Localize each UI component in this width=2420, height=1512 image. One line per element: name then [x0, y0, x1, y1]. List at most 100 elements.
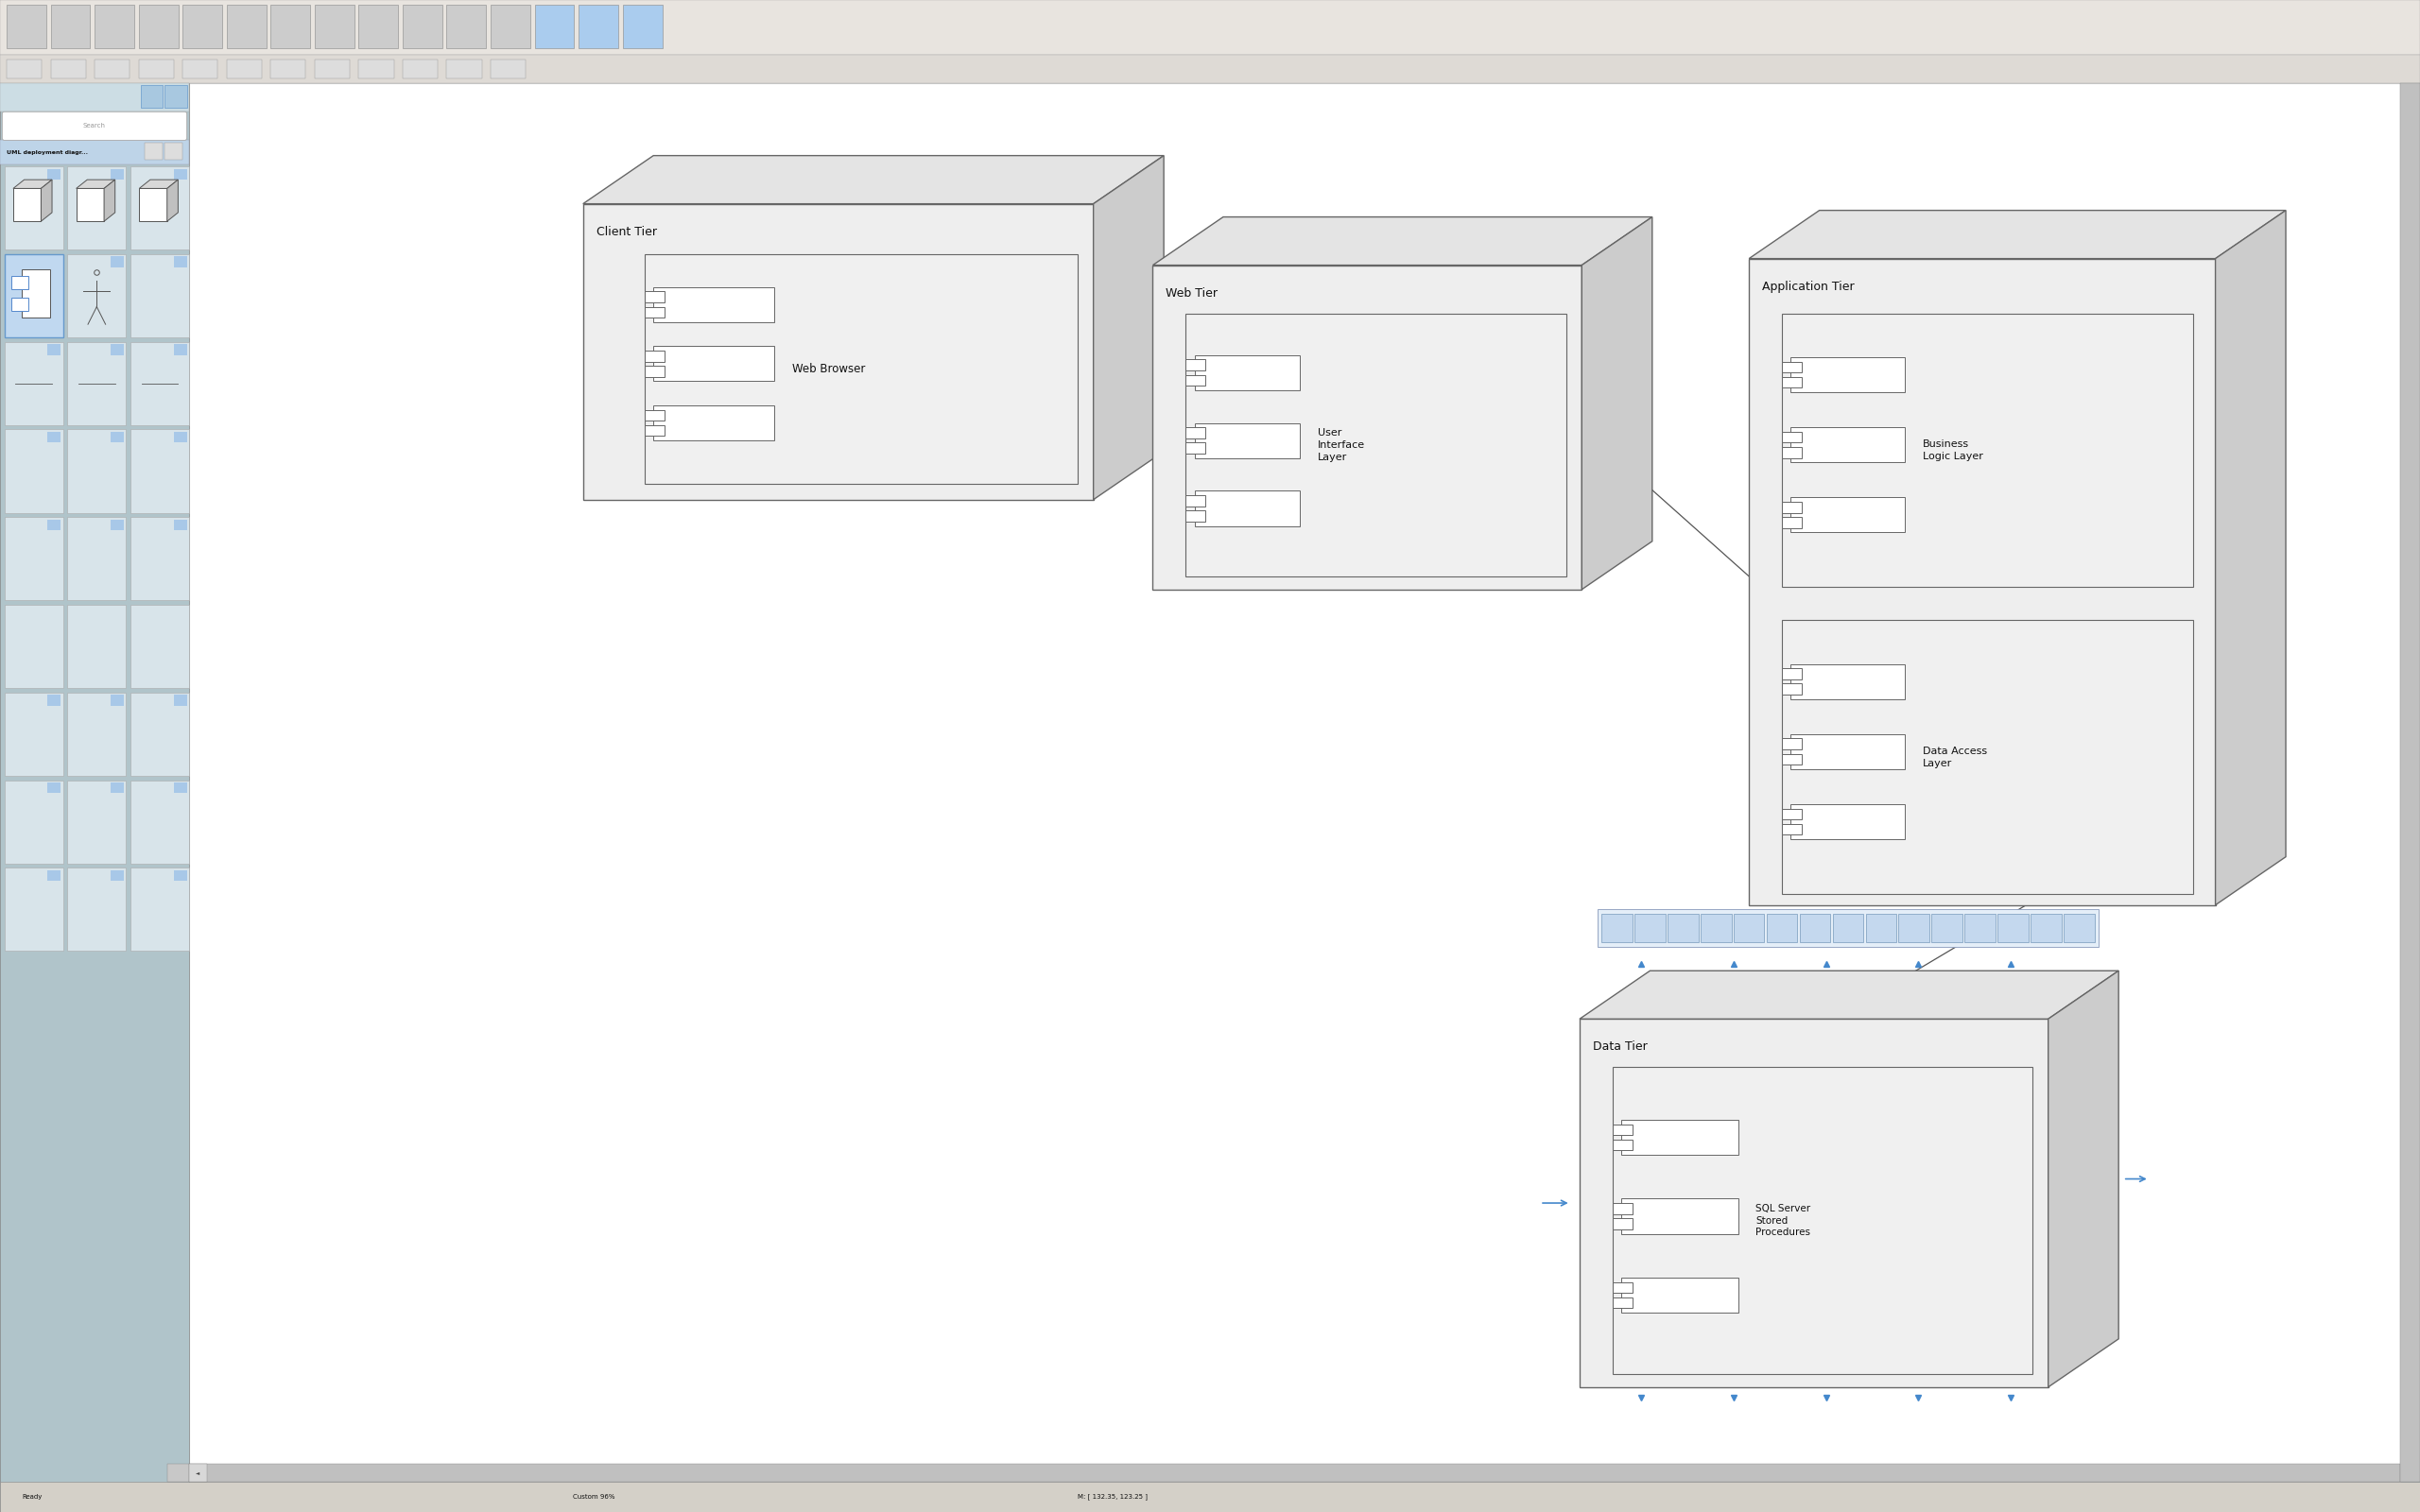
Text: Application Tier: Application Tier: [1762, 281, 1854, 293]
Bar: [94, 5, 133, 48]
Bar: [68, 342, 126, 425]
Bar: [94, 59, 131, 79]
Bar: [644, 292, 666, 302]
Bar: [1186, 313, 1566, 576]
Text: ◄: ◄: [196, 1470, 201, 1474]
Bar: [2030, 913, 2062, 942]
Polygon shape: [1583, 216, 1653, 590]
Polygon shape: [1094, 156, 1164, 499]
Bar: [111, 169, 123, 180]
Bar: [12, 189, 41, 221]
Bar: [1781, 738, 1803, 750]
Bar: [1621, 1120, 1738, 1155]
Bar: [1667, 913, 1699, 942]
Bar: [5, 605, 63, 688]
Polygon shape: [1750, 210, 2287, 259]
Bar: [1781, 313, 2193, 587]
Bar: [1931, 913, 1963, 942]
Text: Data Access
Layer: Data Access Layer: [1924, 747, 1987, 768]
Bar: [165, 142, 182, 160]
Bar: [1195, 491, 1300, 526]
Bar: [5, 342, 63, 425]
Bar: [1781, 432, 1803, 443]
Bar: [174, 169, 186, 180]
Text: Web Browser: Web Browser: [791, 363, 864, 375]
Bar: [1186, 496, 1205, 507]
Bar: [5, 254, 63, 337]
Bar: [358, 5, 399, 48]
Bar: [1791, 664, 1905, 699]
Bar: [111, 519, 123, 531]
Bar: [22, 269, 51, 318]
Bar: [68, 868, 126, 951]
Bar: [1195, 423, 1300, 458]
Bar: [48, 345, 60, 355]
Bar: [583, 204, 1094, 499]
Bar: [174, 432, 186, 443]
Bar: [0, 141, 189, 165]
Polygon shape: [2047, 971, 2118, 1387]
Bar: [131, 166, 189, 249]
Bar: [653, 405, 774, 440]
Bar: [1612, 1297, 1634, 1308]
Bar: [1186, 360, 1205, 370]
Bar: [315, 5, 353, 48]
Bar: [131, 517, 189, 600]
Bar: [1791, 428, 1905, 463]
Bar: [1900, 913, 1929, 942]
Polygon shape: [41, 180, 51, 221]
Bar: [644, 425, 666, 435]
Bar: [131, 429, 189, 513]
Bar: [138, 5, 179, 48]
Bar: [1781, 448, 1803, 458]
Bar: [174, 345, 186, 355]
Text: User
Interface
Layer: User Interface Layer: [1319, 428, 1365, 461]
Bar: [51, 5, 90, 48]
Bar: [448, 59, 482, 79]
Bar: [131, 254, 189, 337]
Bar: [68, 429, 126, 513]
Bar: [1781, 361, 1803, 372]
Bar: [1866, 913, 1897, 942]
Bar: [48, 869, 60, 881]
Bar: [1612, 1282, 1634, 1293]
Polygon shape: [167, 180, 179, 221]
Bar: [653, 287, 774, 322]
Bar: [1781, 824, 1803, 835]
Bar: [491, 59, 525, 79]
Bar: [68, 692, 126, 776]
Bar: [1186, 375, 1205, 386]
Bar: [1621, 1199, 1738, 1234]
Bar: [1781, 683, 1803, 694]
Bar: [0, 0, 189, 1512]
Text: Ready: Ready: [22, 1494, 41, 1500]
Bar: [145, 142, 162, 160]
Bar: [111, 869, 123, 881]
Bar: [644, 366, 666, 376]
Text: SQL Server
Stored
Procedures: SQL Server Stored Procedures: [1754, 1204, 1810, 1237]
Bar: [578, 5, 617, 48]
Bar: [1791, 497, 1905, 532]
Bar: [131, 342, 189, 425]
Bar: [68, 517, 126, 600]
Bar: [5, 517, 63, 600]
Bar: [2064, 913, 2093, 942]
Text: Search: Search: [82, 122, 106, 129]
Bar: [227, 5, 266, 48]
Bar: [48, 519, 60, 531]
Bar: [1781, 668, 1803, 679]
Bar: [622, 5, 663, 48]
Polygon shape: [2214, 210, 2287, 906]
Bar: [1621, 1278, 1738, 1312]
Bar: [167, 1464, 189, 1482]
Text: Business
Logic Layer: Business Logic Layer: [1924, 440, 1982, 461]
Bar: [5, 692, 63, 776]
Bar: [1781, 754, 1803, 765]
Bar: [1781, 502, 1803, 513]
Bar: [182, 5, 223, 48]
Bar: [12, 277, 29, 289]
Bar: [1965, 913, 1996, 942]
Bar: [1186, 511, 1205, 522]
Bar: [1996, 913, 2028, 942]
Bar: [48, 169, 60, 180]
